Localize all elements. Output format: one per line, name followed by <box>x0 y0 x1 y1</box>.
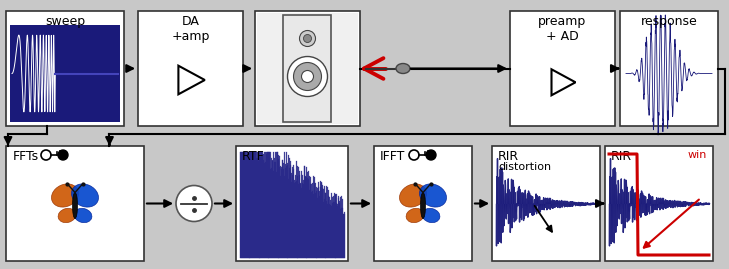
FancyBboxPatch shape <box>6 146 144 261</box>
Circle shape <box>302 70 313 83</box>
FancyBboxPatch shape <box>605 146 713 261</box>
Circle shape <box>176 186 212 221</box>
FancyBboxPatch shape <box>255 11 360 126</box>
Text: win: win <box>687 150 707 160</box>
Circle shape <box>426 150 436 160</box>
Ellipse shape <box>421 193 426 218</box>
FancyBboxPatch shape <box>492 146 600 261</box>
FancyBboxPatch shape <box>510 11 615 126</box>
Text: RIR: RIR <box>611 150 632 163</box>
Circle shape <box>58 150 68 160</box>
FancyBboxPatch shape <box>374 146 472 261</box>
Text: RTF: RTF <box>242 150 265 163</box>
Text: DA
+amp: DA +amp <box>171 15 210 43</box>
FancyBboxPatch shape <box>257 13 358 124</box>
Ellipse shape <box>406 208 424 223</box>
Ellipse shape <box>72 193 77 218</box>
Text: sweep: sweep <box>45 15 85 28</box>
Text: FFTs: FFTs <box>13 150 39 163</box>
Text: RIR: RIR <box>498 150 519 163</box>
FancyBboxPatch shape <box>620 11 718 126</box>
Ellipse shape <box>399 184 426 207</box>
Ellipse shape <box>52 184 79 207</box>
Circle shape <box>287 56 327 97</box>
FancyBboxPatch shape <box>236 146 348 261</box>
Text: IFFT: IFFT <box>380 150 405 163</box>
Text: response: response <box>641 15 698 28</box>
Text: distortion: distortion <box>498 162 551 172</box>
Text: preamp
+ AD: preamp + AD <box>539 15 587 43</box>
Ellipse shape <box>71 184 98 207</box>
Ellipse shape <box>396 63 410 73</box>
Circle shape <box>294 62 321 90</box>
FancyBboxPatch shape <box>284 15 332 122</box>
FancyBboxPatch shape <box>10 25 120 122</box>
Ellipse shape <box>419 184 447 207</box>
Ellipse shape <box>74 208 92 223</box>
Circle shape <box>300 30 316 47</box>
FancyBboxPatch shape <box>6 11 124 126</box>
Circle shape <box>303 34 311 43</box>
Ellipse shape <box>58 208 76 223</box>
FancyBboxPatch shape <box>138 11 243 126</box>
Ellipse shape <box>422 208 440 223</box>
